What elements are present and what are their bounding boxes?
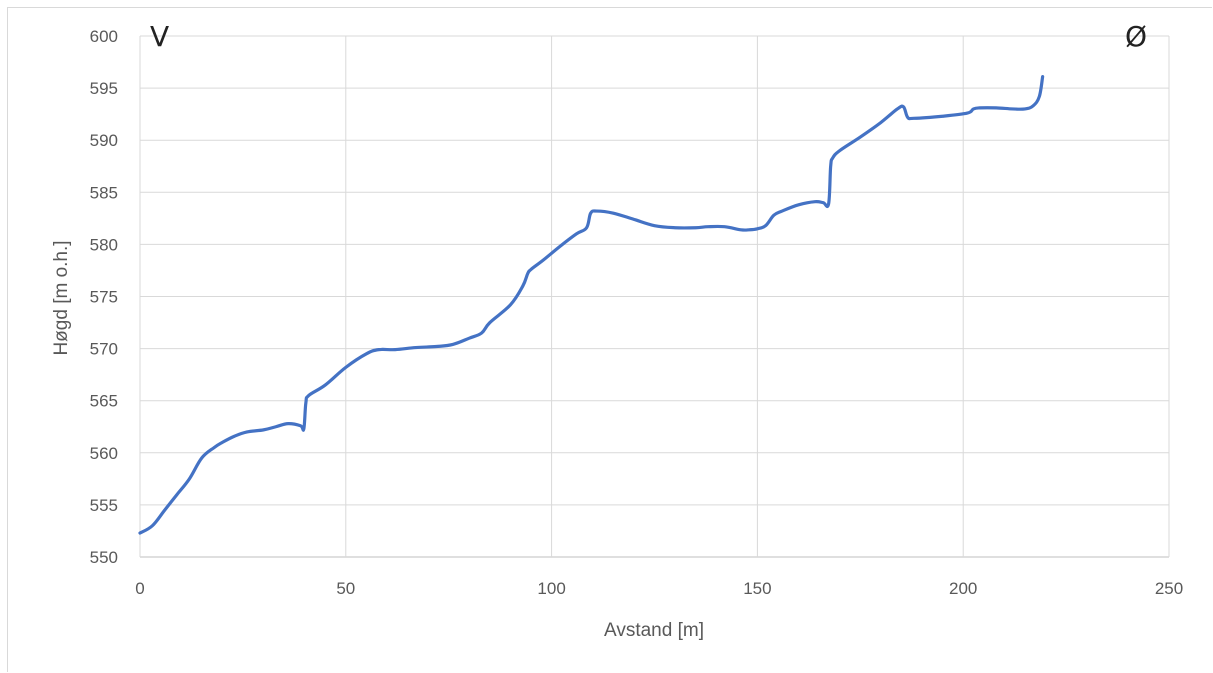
- grid-lines: [139, 35, 1170, 558]
- x-tick-label: 0: [135, 579, 144, 598]
- y-tick-label: 580: [90, 235, 118, 254]
- x-tick-label: 50: [336, 579, 355, 598]
- elevation-profile-line: [138, 75, 1045, 535]
- y-axis-tick-labels: 550 555 560 565 570 575 580 585 590 595 600: [90, 27, 118, 567]
- y-tick-label: 570: [90, 340, 118, 359]
- chart-frame: [7, 7, 1212, 672]
- west-label: V: [150, 20, 169, 53]
- y-tick-label: 590: [90, 131, 118, 150]
- y-axis-title: Høgd [m o.h.]: [51, 240, 72, 355]
- x-tick-label: 150: [743, 579, 771, 598]
- east-label: Ø: [1125, 20, 1147, 53]
- y-tick-label: 555: [90, 496, 118, 515]
- x-tick-label: 200: [949, 579, 977, 598]
- series-layer: [138, 75, 1045, 535]
- y-tick-label: 585: [90, 183, 118, 202]
- y-tick-label: 560: [90, 444, 118, 463]
- x-axis-title: Avstand [m]: [604, 620, 704, 641]
- y-tick-label: 575: [90, 288, 118, 307]
- y-tick-label: 565: [90, 392, 118, 411]
- y-tick-label: 600: [90, 27, 118, 46]
- y-tick-label: 595: [90, 79, 118, 98]
- x-tick-label: 250: [1155, 579, 1183, 598]
- y-tick-label: 550: [90, 548, 118, 567]
- x-axis-tick-labels: 0 50 100 150 200 250: [135, 579, 1183, 598]
- x-tick-label: 100: [537, 579, 565, 598]
